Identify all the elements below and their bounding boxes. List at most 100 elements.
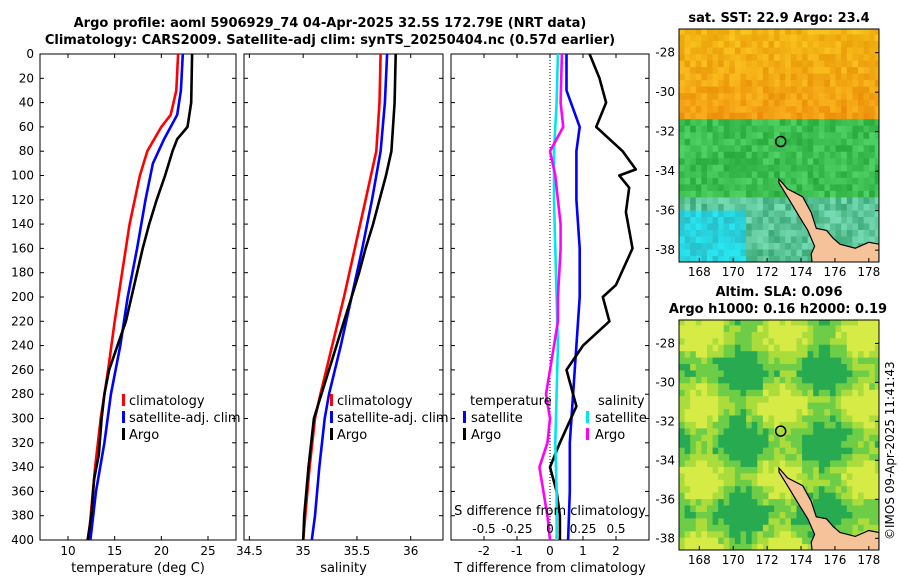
heatmap-cell	[701, 363, 708, 371]
heatmap-cell	[762, 434, 770, 442]
heatmap-cell	[852, 337, 859, 345]
heatmap-cell	[863, 363, 870, 371]
heatmap-cell	[863, 472, 870, 480]
heatmap-cell	[874, 511, 879, 519]
heatmap-cell	[746, 86, 753, 94]
heatmap-cell	[869, 382, 876, 390]
heatmap-cell	[734, 459, 742, 467]
heatmap-cell	[695, 203, 702, 211]
heatmap-cell	[785, 395, 792, 403]
heatmap-cell	[852, 229, 859, 237]
heatmap-cell	[684, 47, 691, 55]
heatmap-cell	[768, 151, 775, 159]
heatmap-cell	[762, 524, 770, 532]
heatmap-cell	[707, 222, 714, 230]
heatmap-cell	[712, 492, 719, 500]
heatmap-cell	[790, 543, 798, 550]
heatmap-cell	[768, 229, 775, 237]
heatmap-cell	[807, 337, 814, 345]
heatmap-cell	[746, 47, 753, 55]
heatmap-cell	[679, 255, 686, 262]
heatmap-cell	[790, 447, 798, 455]
heatmap-cell	[846, 459, 853, 467]
heatmap-cell	[679, 47, 686, 55]
heatmap-cell	[779, 249, 786, 257]
heatmap-cell	[701, 447, 708, 455]
heatmap-cell	[707, 209, 714, 217]
heatmap-cell	[802, 144, 809, 152]
xtick-label: 36	[403, 544, 418, 558]
heatmap-cell	[695, 229, 702, 237]
heatmap-cell	[729, 440, 736, 448]
heatmap-cell	[830, 105, 837, 113]
heatmap-cell	[835, 183, 842, 191]
heatmap-cell	[757, 99, 764, 107]
heatmap-cell	[712, 395, 719, 403]
heatmap-cell	[679, 369, 686, 377]
heatmap-cell	[846, 479, 853, 487]
heatmap-cell	[695, 331, 702, 339]
heatmap-cell	[707, 350, 714, 358]
heatmap-cell	[802, 92, 809, 100]
heatmap-cell	[796, 472, 803, 480]
heatmap-cell	[690, 408, 697, 416]
heatmap-cell	[751, 73, 758, 81]
map-ytick-label: -28	[655, 46, 675, 60]
heatmap-cell	[796, 511, 803, 519]
heatmap-cell	[785, 537, 792, 545]
map-ytick-label: -34	[655, 453, 675, 467]
heatmap-cell	[757, 324, 764, 332]
heatmap-cell	[695, 99, 702, 107]
heatmap-cell	[751, 524, 758, 532]
heatmap-cell	[740, 209, 747, 217]
heatmap-cell	[684, 408, 691, 416]
heatmap-cell	[835, 505, 842, 512]
heatmap-cell	[729, 112, 736, 120]
heatmap-cell	[723, 125, 730, 133]
heatmap-cell	[718, 151, 725, 159]
heatmap-cell	[762, 363, 770, 371]
heatmap-cell	[818, 337, 825, 345]
heatmap-cell	[852, 402, 859, 410]
heatmap-cell	[790, 118, 798, 126]
heatmap-cell	[746, 363, 753, 371]
heatmap-cell	[684, 530, 691, 538]
heatmap-cell	[684, 216, 691, 224]
heatmap-cell	[841, 337, 848, 345]
heatmap-cell	[858, 125, 865, 133]
heatmap-cell	[679, 229, 686, 237]
heatmap-cell	[846, 151, 853, 159]
heatmap-cell	[874, 209, 879, 217]
heatmap-cell	[746, 320, 753, 326]
heatmap-cell	[707, 511, 714, 519]
heatmap-cell	[757, 408, 764, 416]
heatmap-cell	[852, 125, 859, 133]
heatmap-cell	[695, 350, 702, 358]
heatmap-cell	[846, 99, 853, 107]
heatmap-cell	[802, 337, 809, 345]
heatmap-cell	[785, 427, 792, 435]
heatmap-cell	[841, 344, 848, 352]
ytick-label: 180	[11, 266, 34, 280]
heatmap-cell	[740, 408, 747, 416]
heatmap-cell	[746, 177, 753, 185]
heatmap-cell	[841, 131, 848, 139]
heatmap-cell	[802, 138, 809, 146]
heatmap-cell	[796, 331, 803, 339]
heatmap-cell	[774, 517, 781, 525]
heatmap-cell	[762, 170, 770, 178]
heatmap-cell	[807, 144, 814, 152]
heatmap-cell	[841, 164, 848, 172]
heatmap-cell	[734, 183, 742, 191]
heatmap-cell	[802, 357, 809, 364]
heatmap-cell	[757, 434, 764, 442]
heatmap-cell	[841, 434, 848, 442]
heatmap-cell	[846, 170, 853, 178]
heatmap-cell	[701, 53, 708, 61]
heatmap-cell	[690, 459, 697, 467]
heatmap-cell	[841, 196, 848, 204]
heatmap-cell	[830, 151, 837, 159]
heatmap-cell	[729, 196, 736, 204]
heatmap-cell	[695, 131, 702, 139]
heatmap-cell	[774, 92, 781, 100]
